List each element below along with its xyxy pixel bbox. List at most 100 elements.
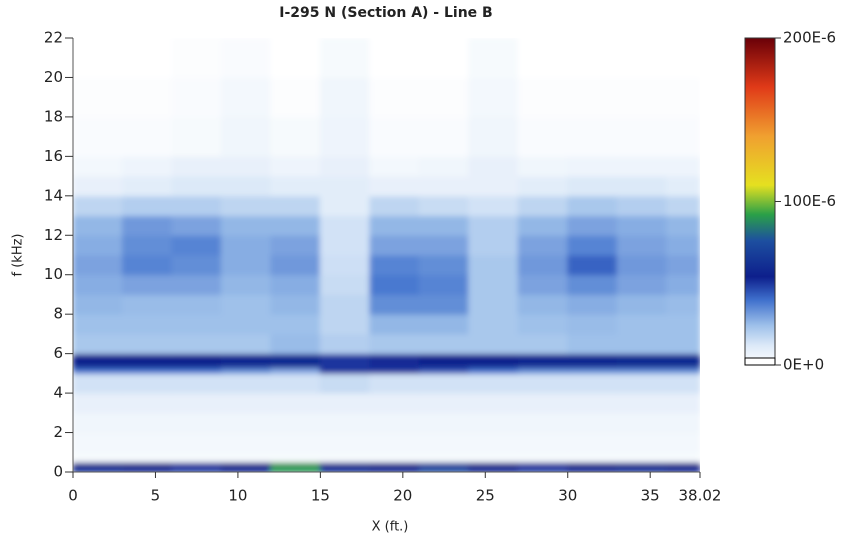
heatmap-cell <box>617 432 667 453</box>
heatmap-cell <box>171 393 221 414</box>
heatmap-cell <box>666 452 700 463</box>
heatmap-cell <box>666 353 700 368</box>
x-tick-label: 10 <box>228 487 247 505</box>
x-tick-label: 38.02 <box>679 487 722 505</box>
heatmap-cell <box>369 235 419 256</box>
heatmap-cell <box>122 38 172 78</box>
heatmap-cell <box>320 77 370 117</box>
heatmap-cell <box>270 333 320 354</box>
heatmap-cell <box>567 176 617 197</box>
heatmap-cell <box>320 38 370 78</box>
heatmap-cell <box>221 314 271 335</box>
heatmap-cell <box>419 116 469 156</box>
heatmap-cell <box>468 77 518 117</box>
heatmap-cell <box>617 314 667 335</box>
heatmap <box>73 38 701 473</box>
heatmap-cell <box>122 373 172 394</box>
heatmap-cell <box>369 462 419 473</box>
heatmap-cell <box>468 195 518 216</box>
heatmap-cell <box>320 195 370 216</box>
heatmap-cell <box>122 432 172 453</box>
heatmap-cell <box>468 314 518 335</box>
heatmap-cell <box>270 235 320 256</box>
heatmap-cell <box>567 393 617 414</box>
heatmap-cell <box>73 294 123 315</box>
heatmap-cell <box>369 77 419 117</box>
heatmap-cell <box>270 452 320 463</box>
heatmap-cell <box>171 215 221 236</box>
heatmap-cell <box>617 367 667 374</box>
heatmap-cell <box>122 215 172 236</box>
heatmap-cell <box>73 314 123 335</box>
heatmap-cell <box>567 156 617 177</box>
heatmap-cell <box>73 156 123 177</box>
heatmap-cell <box>369 373 419 394</box>
heatmap-cell <box>320 274 370 295</box>
heatmap-cell <box>320 432 370 453</box>
heatmap-cell <box>270 462 320 473</box>
colorbar <box>745 38 775 365</box>
heatmap-cell <box>122 314 172 335</box>
heatmap-cell <box>468 393 518 414</box>
y-tick-label: 20 <box>44 68 63 86</box>
heatmap-cell <box>468 432 518 453</box>
heatmap-cell <box>518 195 568 216</box>
heatmap-cell <box>122 412 172 433</box>
heatmap-cell <box>419 353 469 368</box>
heatmap-cell <box>270 367 320 374</box>
heatmap-cell <box>369 156 419 177</box>
heatmap-cell <box>468 156 518 177</box>
heatmap-cell <box>518 452 568 463</box>
heatmap-cell <box>567 77 617 117</box>
heatmap-cell <box>666 215 700 236</box>
heatmap-cell <box>320 314 370 335</box>
heatmap-cell <box>369 452 419 463</box>
heatmap-cell <box>419 235 469 256</box>
y-tick-label: 16 <box>44 147 63 165</box>
heatmap-cell <box>73 215 123 236</box>
heatmap-cell <box>419 294 469 315</box>
heatmap-cell <box>270 255 320 276</box>
heatmap-cell <box>221 393 271 414</box>
heatmap-cell <box>171 452 221 463</box>
heatmap-cell <box>518 156 568 177</box>
heatmap-cell <box>221 215 271 236</box>
heatmap-cell <box>171 412 221 433</box>
heatmap-cell <box>666 156 700 177</box>
heatmap-cell <box>369 314 419 335</box>
heatmap-cell <box>617 116 667 156</box>
heatmap-cell <box>617 255 667 276</box>
heatmap-cell <box>221 452 271 463</box>
heatmap-cell <box>369 215 419 236</box>
heatmap-cell <box>666 116 700 156</box>
heatmap-cell <box>73 412 123 433</box>
heatmap-cell <box>518 294 568 315</box>
heatmap-cell <box>122 176 172 197</box>
heatmap-cell <box>617 462 667 473</box>
heatmap-cell <box>567 294 617 315</box>
heatmap-cell <box>419 333 469 354</box>
heatmap-cell <box>666 176 700 197</box>
x-tick-label: 30 <box>558 487 577 505</box>
heatmap-cell <box>666 195 700 216</box>
heatmap-cell <box>419 367 469 374</box>
heatmap-cell <box>617 333 667 354</box>
heatmap-cell <box>221 353 271 368</box>
heatmap-cell <box>122 294 172 315</box>
heatmap-cell <box>171 116 221 156</box>
heatmap-cell <box>320 452 370 463</box>
heatmap-cell <box>171 353 221 368</box>
heatmap-cell <box>468 255 518 276</box>
heatmap-cell <box>320 156 370 177</box>
heatmap-cell <box>320 235 370 256</box>
heatmap-cell <box>320 373 370 394</box>
heatmap-cell <box>666 77 700 117</box>
heatmap-cell <box>122 393 172 414</box>
heatmap-cell <box>419 38 469 78</box>
heatmap-cell <box>617 215 667 236</box>
heatmap-cell <box>369 432 419 453</box>
heatmap-cell <box>270 314 320 335</box>
heatmap-cell <box>419 432 469 453</box>
chart-title: I-295 N (Section A) - Line B <box>279 5 492 21</box>
heatmap-cell <box>518 314 568 335</box>
